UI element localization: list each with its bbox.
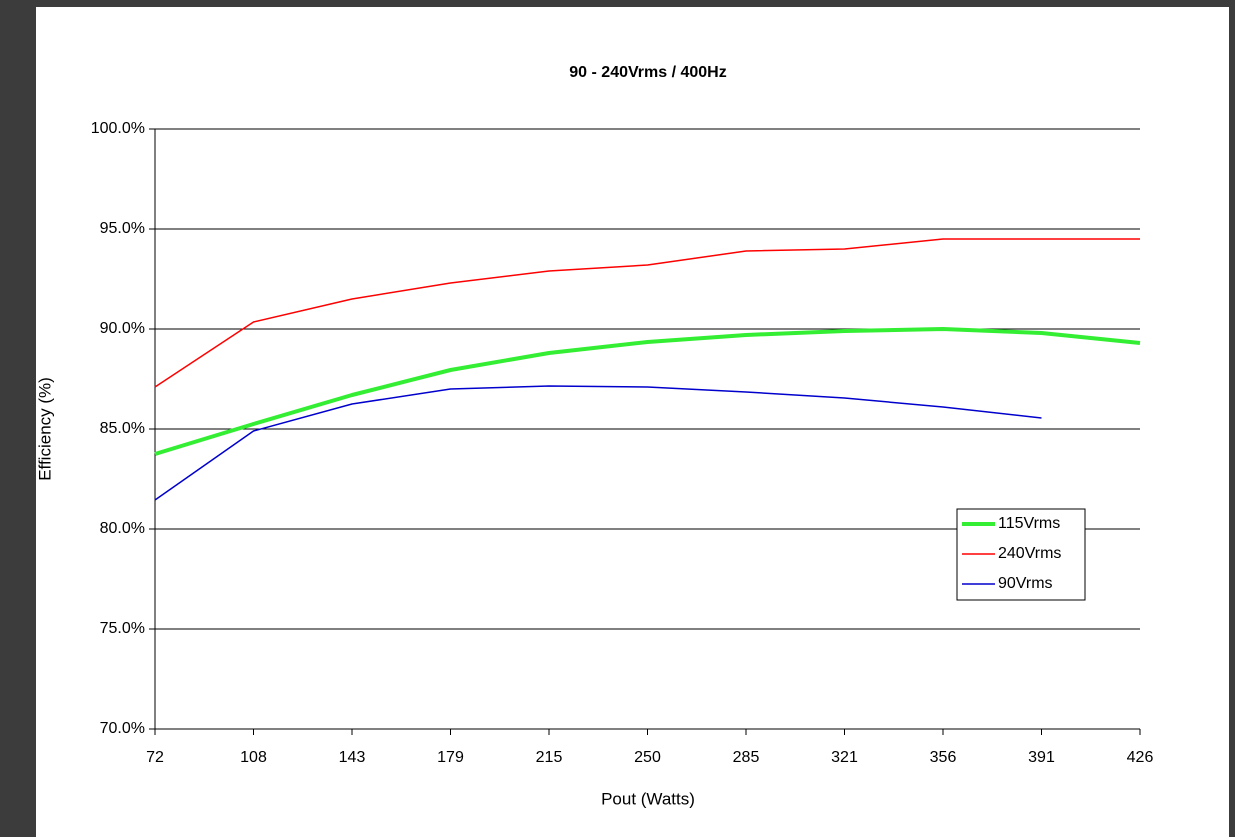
y-tick-label: 70.0%	[100, 720, 145, 737]
x-tick-label: 215	[536, 749, 563, 766]
x-tick-label: 143	[339, 749, 366, 766]
y-axis-label: Efficiency (%)	[35, 377, 54, 481]
chart-frame	[36, 7, 1229, 837]
y-tick-label: 100.0%	[91, 120, 145, 137]
legend-label: 90Vrms	[998, 575, 1053, 592]
x-tick-label: 356	[930, 749, 957, 766]
x-tick-label: 285	[733, 749, 760, 766]
legend-label: 240Vrms	[998, 545, 1061, 562]
x-tick-label: 250	[634, 749, 661, 766]
y-tick-label: 95.0%	[100, 220, 145, 237]
y-tick-label: 90.0%	[100, 320, 145, 337]
series-line	[154, 327, 1141, 456]
legend-label: 115Vrms	[998, 515, 1060, 532]
x-axis-label: Pout (Watts)	[601, 789, 695, 808]
series-line	[154, 385, 1042, 501]
series-line	[154, 238, 1140, 388]
chart-title: 90 - 240Vrms / 400Hz	[569, 64, 726, 81]
x-tick-label: 321	[831, 749, 858, 766]
y-tick-label: 85.0%	[100, 420, 145, 437]
y-tick-label: 75.0%	[100, 620, 145, 637]
x-tick-label: 391	[1028, 749, 1055, 766]
x-tick-label: 426	[1127, 749, 1154, 766]
x-tick-label: 179	[437, 749, 464, 766]
x-tick-label: 72	[146, 749, 164, 766]
y-tick-label: 80.0%	[100, 520, 145, 537]
x-tick-label: 108	[240, 749, 267, 766]
